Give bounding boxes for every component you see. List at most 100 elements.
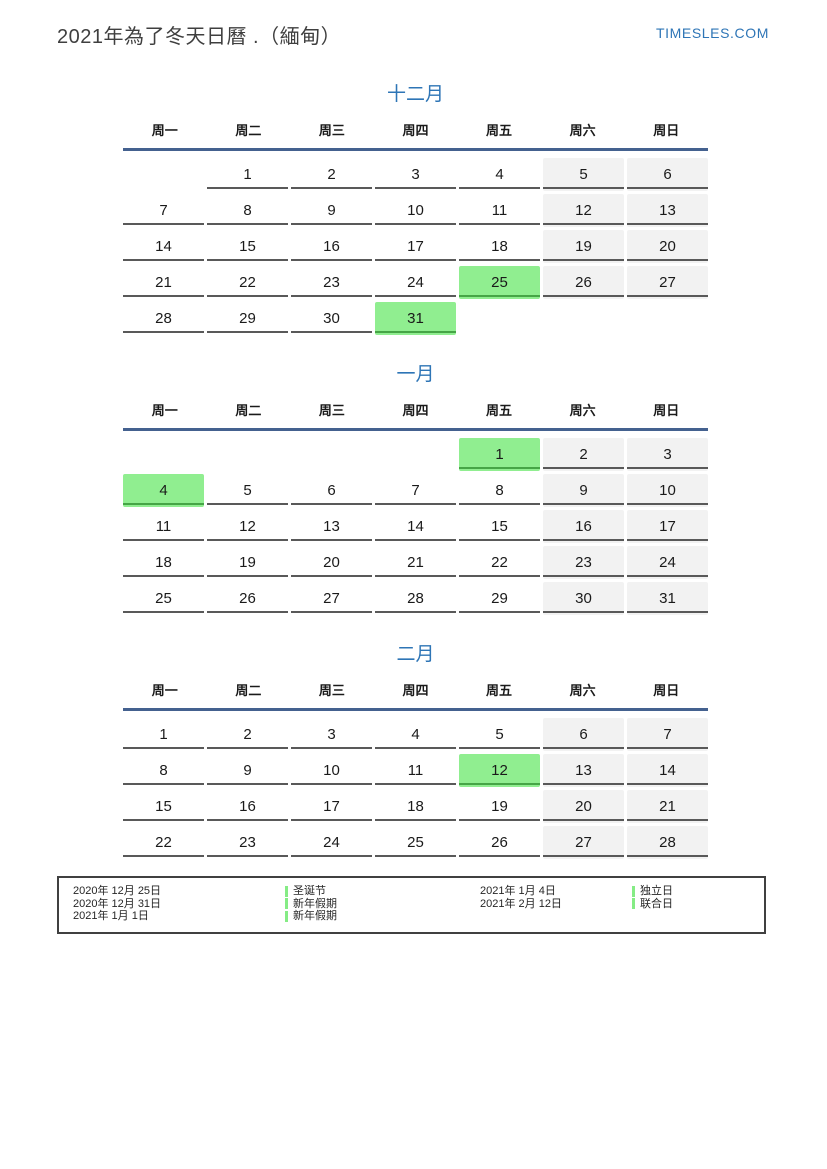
page-title: 2021年為了冬天日曆 .（緬甸） bbox=[57, 26, 342, 48]
holiday-legend: 2020年 12月 25日 2020年 12月 31日 2021年 1月 1日 圣诞… bbox=[57, 876, 766, 934]
date-underline bbox=[543, 503, 624, 505]
date-underline bbox=[627, 611, 708, 613]
legend-date: 2021年 1月 1日 bbox=[73, 910, 149, 922]
date-underline bbox=[543, 819, 624, 821]
date-underline bbox=[291, 747, 372, 749]
date-cell: 26 bbox=[207, 582, 288, 615]
legend-holiday-name: 圣诞节 bbox=[293, 885, 326, 897]
date-underline bbox=[543, 259, 624, 261]
date-underline bbox=[291, 331, 372, 333]
date-cell: 6 bbox=[291, 474, 372, 507]
date-underline bbox=[375, 611, 456, 613]
date-underline bbox=[459, 819, 540, 821]
date-cell: 9 bbox=[543, 474, 624, 507]
date-cell: 13 bbox=[627, 194, 708, 227]
date-cell: 9 bbox=[207, 754, 288, 787]
date-underline bbox=[123, 223, 204, 225]
date-cell: 14 bbox=[123, 230, 204, 263]
date-underline bbox=[291, 223, 372, 225]
date-cell: 3 bbox=[375, 158, 456, 191]
date-cell: 21 bbox=[123, 266, 204, 299]
date-cell: 29 bbox=[207, 302, 288, 335]
month-feb: 二月 周一 周二 周三 周四 周五 周六 周日 1 2 3 4 5 6 7 8 9 10 11 12 13 14 15 16 1… bbox=[123, 639, 708, 859]
date-cell: 8 bbox=[123, 754, 204, 787]
date-underline bbox=[123, 539, 204, 541]
date-underline bbox=[459, 611, 540, 613]
date-underline bbox=[543, 855, 624, 857]
date-underline bbox=[459, 187, 540, 189]
date-underline bbox=[207, 611, 288, 613]
date-cell: 15 bbox=[207, 230, 288, 263]
site-logo-link[interactable]: TIMESLES.COM bbox=[656, 25, 769, 41]
date-cell: 19 bbox=[543, 230, 624, 263]
date-underline bbox=[543, 223, 624, 225]
legend-entry: 新年假期 bbox=[285, 910, 480, 923]
date-cell: 2 bbox=[543, 438, 624, 471]
date-underline bbox=[459, 223, 540, 225]
date-underline bbox=[291, 611, 372, 613]
month-title: 十二月 bbox=[386, 84, 444, 105]
date-cell: 29 bbox=[459, 582, 540, 615]
date-underline bbox=[627, 575, 708, 577]
date-underline bbox=[375, 223, 456, 225]
date-cell: 28 bbox=[627, 826, 708, 859]
legend-dates-right: 2021年 1月 4日 2021年 2月 12日 bbox=[480, 885, 632, 923]
date-underline bbox=[627, 539, 708, 541]
date-underline bbox=[459, 855, 540, 857]
date-underline bbox=[375, 259, 456, 261]
date-cell: 4 bbox=[375, 718, 456, 751]
date-cell: 4 bbox=[123, 474, 204, 507]
weekday-header-row: 周一 周二 周三 周四 周五 周六 周日 bbox=[123, 680, 708, 708]
weekday-header-row: 周一 周二 周三 周四 周五 周六 周日 bbox=[123, 120, 708, 148]
date-cell: 24 bbox=[291, 826, 372, 859]
date-underline bbox=[123, 259, 204, 261]
date-underline bbox=[207, 783, 288, 785]
calendar-months: 十二月 周一 周二 周三 周四 周五 周六 周日 1 2 3 4 5 6 7 8 9 10 11 12 13 14 15 16… bbox=[123, 79, 708, 859]
date-cell: 8 bbox=[459, 474, 540, 507]
holiday-marker-icon bbox=[632, 898, 635, 910]
date-underline bbox=[123, 783, 204, 785]
date-cell: 24 bbox=[627, 546, 708, 579]
date-cell: 12 bbox=[207, 510, 288, 543]
weekday-label: 周五 bbox=[486, 403, 513, 418]
weekday-label: 周五 bbox=[486, 123, 513, 138]
weekday-label: 周六 bbox=[569, 123, 596, 138]
weekday-label: 周三 bbox=[318, 403, 345, 418]
date-cell: 23 bbox=[291, 266, 372, 299]
date-cell: 21 bbox=[375, 546, 456, 579]
holiday-marker-icon bbox=[285, 898, 288, 910]
date-underline bbox=[459, 783, 540, 785]
date-underline bbox=[291, 575, 372, 577]
weekday-label: 周日 bbox=[653, 403, 680, 418]
date-underline bbox=[543, 187, 624, 189]
legend-date: 2020年 12月 31日 bbox=[73, 897, 162, 910]
date-cell: 16 bbox=[291, 230, 372, 263]
date-cell: 1 bbox=[459, 438, 540, 471]
date-cell: 10 bbox=[291, 754, 372, 787]
date-underline bbox=[123, 295, 204, 297]
date-cell: 20 bbox=[291, 546, 372, 579]
date-cell: 17 bbox=[291, 790, 372, 823]
date-underline bbox=[291, 855, 372, 857]
weekday-label: 周三 bbox=[318, 683, 345, 698]
date-underline bbox=[207, 747, 288, 749]
date-underline bbox=[543, 747, 624, 749]
date-underline bbox=[627, 503, 708, 505]
date-cell: 5 bbox=[543, 158, 624, 191]
month-grid: 1 2 3 4 5 6 7 8 9 10 11 12 13 14 15 16 17 18 19 20 21 22 23 24 2… bbox=[123, 718, 708, 859]
date-underline bbox=[123, 819, 204, 821]
date-cell: 2 bbox=[291, 158, 372, 191]
date-cell: 1 bbox=[123, 718, 204, 751]
legend-names-right: 独立日 联合日 bbox=[632, 885, 764, 923]
date-cell: 16 bbox=[543, 510, 624, 543]
date-underline bbox=[375, 819, 456, 821]
month-dec: 十二月 周一 周二 周三 周四 周五 周六 周日 1 2 3 4 5 6 7 8 9 10 11 12 13 14 15 16… bbox=[123, 79, 708, 335]
date-underline bbox=[627, 855, 708, 857]
date-cell: 3 bbox=[291, 718, 372, 751]
weekday-label: 周三 bbox=[318, 123, 345, 138]
date-cell: 15 bbox=[123, 790, 204, 823]
date-cell: 17 bbox=[375, 230, 456, 263]
month-title: 一月 bbox=[396, 364, 435, 385]
empty-cell bbox=[375, 438, 456, 471]
date-cell: 30 bbox=[543, 582, 624, 615]
